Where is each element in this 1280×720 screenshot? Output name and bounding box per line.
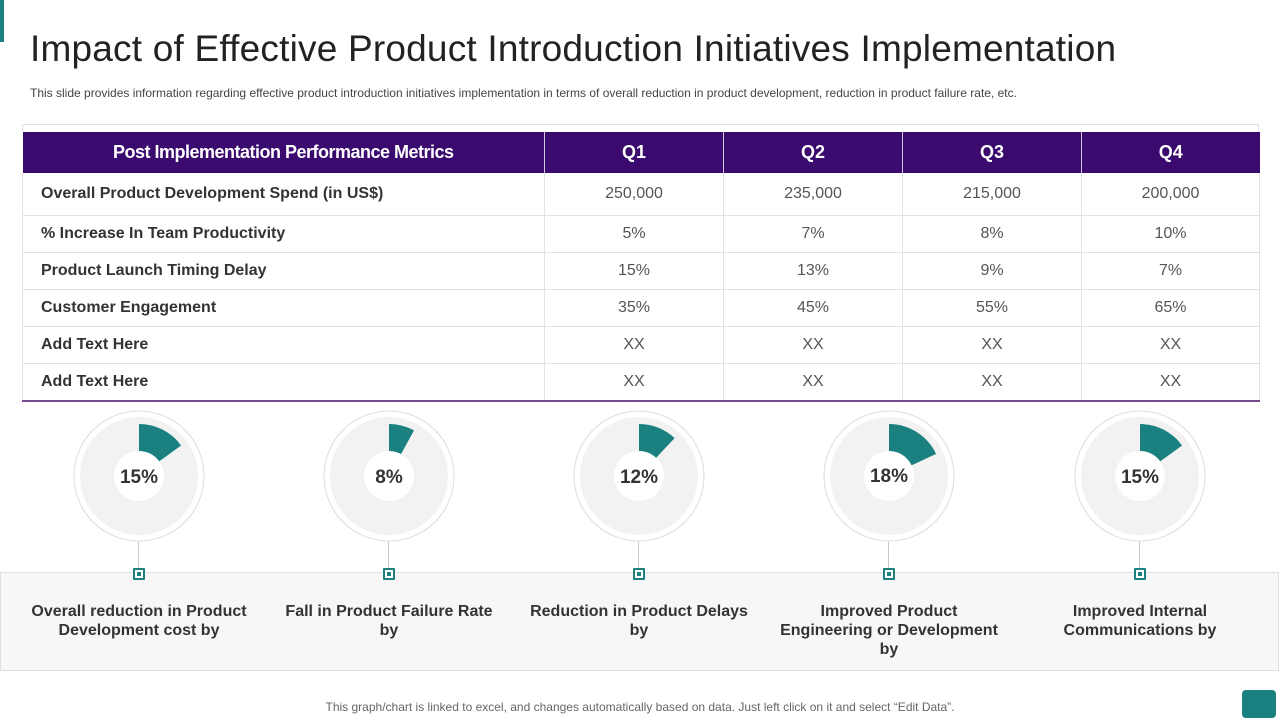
row-metric: Add Text Here <box>22 326 545 364</box>
donut-chart: 12% <box>573 410 705 542</box>
header-metric: Post Implementation Performance Metrics <box>22 132 545 173</box>
donut-outline <box>323 410 455 542</box>
row-metric: % Increase In Team Productivity <box>22 215 545 253</box>
donut-chart: 18% <box>823 410 955 542</box>
cell-q1: 250,000 <box>544 173 724 216</box>
donut-chart: 15% <box>1074 410 1206 542</box>
percent-label: 18% <box>870 466 908 487</box>
table-header-row: Post Implementation Performance Metrics … <box>22 132 1260 173</box>
table-row: Overall Product Development Spend (in US… <box>22 173 1260 216</box>
donut-outline <box>823 410 955 542</box>
cell-q2: 7% <box>723 215 903 253</box>
table-row: Customer Engagement 35% 45% 55% 65% <box>22 289 1260 327</box>
donut-outline <box>1074 410 1206 542</box>
page-subtitle: This slide provides information regardin… <box>30 86 1017 100</box>
kpi-caption: Overall reduction in Product Development… <box>31 603 247 639</box>
accent-bar <box>0 0 4 42</box>
cell-q4: 200,000 <box>1081 173 1260 216</box>
cell-q2: 45% <box>723 289 903 327</box>
table-row: % Increase In Team Productivity 5% 7% 8%… <box>22 215 1260 253</box>
cell-q1: 5% <box>544 215 724 253</box>
cell-q1: 15% <box>544 252 724 290</box>
kpi-card: 15% Overall reduction in Product Develop… <box>29 410 249 664</box>
header-q2: Q2 <box>723 132 903 173</box>
table-row: Add Text Here XX XX XX XX <box>22 363 1260 402</box>
kpi-caption: Improved Product Engineering or Developm… <box>780 603 998 658</box>
cell-q3: 215,000 <box>902 173 1082 216</box>
connector-line <box>638 542 639 572</box>
captions-panel <box>0 572 1279 671</box>
cell-q2: XX <box>723 326 903 364</box>
connector-node-icon <box>633 568 645 580</box>
cell-q3: 9% <box>902 252 1082 290</box>
kpi-card: 12% Reduction in Product Delays by <box>529 410 749 664</box>
donut-hole <box>364 451 414 501</box>
table-row: Product Launch Timing Delay 15% 13% 9% 7… <box>22 252 1260 290</box>
cell-q3: 8% <box>902 215 1082 253</box>
header-q4: Q4 <box>1081 132 1260 173</box>
cell-q4: 10% <box>1081 215 1260 253</box>
footer-note: This graph/chart is linked to excel, and… <box>325 700 955 714</box>
kpi-card: 15% Improved Internal Communications by <box>1030 410 1250 664</box>
connector-line <box>888 542 889 572</box>
donut-chart: 8% <box>323 410 455 542</box>
donut-chart: 15% <box>73 410 205 542</box>
cell-q1: 35% <box>544 289 724 327</box>
cell-q3: XX <box>902 326 1082 364</box>
donut-outline <box>73 410 205 542</box>
cell-q2: XX <box>723 363 903 402</box>
kpi-caption: Fall in Product Failure Rate by <box>285 603 493 639</box>
cell-q4: XX <box>1081 363 1260 402</box>
row-metric: Customer Engagement <box>22 289 545 327</box>
cell-q2: 235,000 <box>723 173 903 216</box>
cell-q1: XX <box>544 326 724 364</box>
cell-q4: 65% <box>1081 289 1260 327</box>
percent-label: 8% <box>375 467 403 488</box>
row-metric: Overall Product Development Spend (in US… <box>22 173 545 216</box>
connector-node-icon <box>133 568 145 580</box>
cell-q3: XX <box>902 363 1082 402</box>
table-top-frame <box>22 124 1259 132</box>
donut-hole <box>614 451 664 501</box>
metrics-table: Post Implementation Performance Metrics … <box>22 132 1260 402</box>
percent-label: 15% <box>120 467 158 488</box>
percent-label: 12% <box>620 467 658 488</box>
connector-node-icon <box>383 568 395 580</box>
connector-line <box>1139 542 1140 572</box>
donut-hole <box>1115 451 1165 501</box>
cell-q4: 7% <box>1081 252 1260 290</box>
connector-node-icon <box>1134 568 1146 580</box>
connector-line <box>388 542 389 572</box>
percent-label: 15% <box>1121 467 1159 488</box>
donut-hole <box>864 451 914 501</box>
header-q3: Q3 <box>902 132 1082 173</box>
cell-q4: XX <box>1081 326 1260 364</box>
connector-node-icon <box>883 568 895 580</box>
kpi-card: 18% Improved Product Engineering or Deve… <box>779 410 999 664</box>
row-metric: Add Text Here <box>22 363 545 402</box>
kpi-caption: Improved Internal Communications by <box>1063 603 1217 639</box>
edit-data-button[interactable] <box>1242 690 1276 718</box>
kpi-card: 8% Fall in Product Failure Rate by <box>279 410 499 664</box>
table-row: Add Text Here XX XX XX XX <box>22 326 1260 364</box>
page-title: Impact of Effective Product Introduction… <box>30 28 1117 69</box>
header-q1: Q1 <box>544 132 724 173</box>
donut-hole <box>114 451 164 501</box>
cell-q1: XX <box>544 363 724 402</box>
kpi-caption: Reduction in Product Delays by <box>530 603 748 639</box>
donut-outline <box>573 410 705 542</box>
cell-q3: 55% <box>902 289 1082 327</box>
cell-q2: 13% <box>723 252 903 290</box>
row-metric: Product Launch Timing Delay <box>22 252 545 290</box>
connector-line <box>138 542 139 572</box>
